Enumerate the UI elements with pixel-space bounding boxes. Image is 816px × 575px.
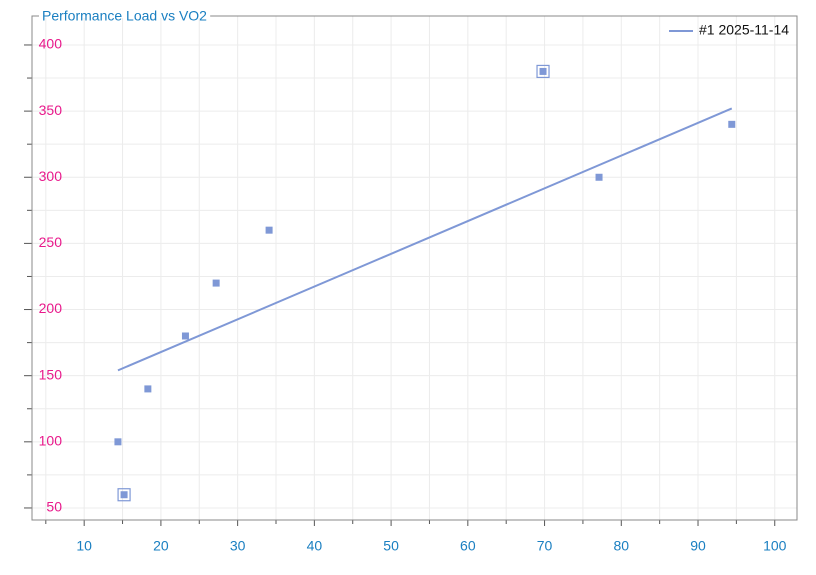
y-tick-label: 200 <box>39 300 63 316</box>
x-tick-label: 30 <box>230 538 246 554</box>
point <box>265 226 273 234</box>
x-tick-label: 100 <box>763 538 787 554</box>
point-highlight <box>536 64 550 79</box>
y-tick-label: 100 <box>39 433 63 449</box>
chart-title: Performance Load vs VO2 <box>42 8 207 24</box>
point <box>539 67 547 75</box>
point <box>120 491 128 499</box>
point <box>212 279 220 287</box>
y-tick-label: 350 <box>39 102 63 118</box>
y-tick-label: 400 <box>39 36 63 52</box>
point <box>181 332 189 340</box>
plot-frame <box>31 15 798 521</box>
point-highlight <box>117 488 131 502</box>
y-tick-label: 250 <box>39 234 63 250</box>
y-tick-label: 300 <box>39 168 63 184</box>
point <box>595 173 603 181</box>
x-tick-label: 90 <box>690 538 706 554</box>
x-tick-label: 10 <box>76 538 92 554</box>
legend-label: #1 2025-11-14 <box>699 22 789 38</box>
y-tick-label: 150 <box>39 366 63 382</box>
y-tick-label: 50 <box>46 499 62 515</box>
x-tick-label: 70 <box>537 538 553 554</box>
x-tick-label: 50 <box>383 538 399 554</box>
point <box>114 438 122 446</box>
x-tick-label: 20 <box>153 538 169 554</box>
x-tick-label: 40 <box>307 538 323 554</box>
title-bg <box>39 14 211 18</box>
trend-line <box>117 107 733 372</box>
point <box>728 120 736 128</box>
point <box>144 385 152 393</box>
x-tick-label: 60 <box>460 538 476 554</box>
x-tick-label: 80 <box>613 538 629 554</box>
